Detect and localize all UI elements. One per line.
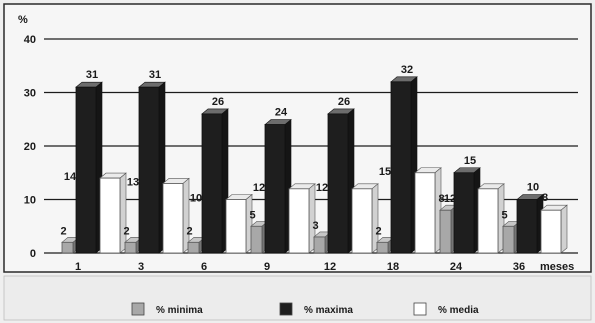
x-tick-label-1: 3 bbox=[138, 261, 144, 273]
value-label-minima-5: 2 bbox=[375, 225, 381, 237]
legend-frame bbox=[3, 275, 592, 321]
y-tick-label-0: 0 bbox=[30, 248, 36, 260]
bar-0-0 bbox=[61, 241, 74, 254]
value-label-media-1: 13 bbox=[127, 176, 139, 188]
value-label-maxima-0: 31 bbox=[86, 69, 98, 81]
value-label-maxima-7: 10 bbox=[527, 182, 539, 194]
bar-2-7 bbox=[540, 209, 562, 254]
value-label-maxima-2: 26 bbox=[212, 96, 224, 108]
bar-side-2-0 bbox=[119, 172, 127, 254]
y-tick-label-2: 20 bbox=[24, 141, 36, 153]
x-tick-label-2: 6 bbox=[201, 261, 207, 273]
x-tick-label-4: 12 bbox=[324, 261, 336, 273]
bar-0-5 bbox=[376, 241, 389, 254]
legend: % minima % maxima % media bbox=[131, 302, 479, 316]
bar-0-7 bbox=[502, 225, 515, 254]
bar-side-2-1 bbox=[182, 177, 190, 254]
bar-1-3 bbox=[264, 124, 286, 254]
legend-swatch-2 bbox=[413, 302, 427, 316]
bar-1-0 bbox=[75, 86, 97, 254]
bar-0-4 bbox=[313, 236, 326, 254]
y-tick-label-3: 30 bbox=[24, 88, 36, 100]
value-label-minima-3: 5 bbox=[249, 209, 255, 221]
legend-label-1: % maxima bbox=[304, 305, 353, 316]
value-label-minima-4: 3 bbox=[312, 220, 318, 232]
value-label-maxima-1: 31 bbox=[149, 69, 161, 81]
bar-2-6 bbox=[477, 188, 499, 254]
x-tick-labels: 1 3 6 9 12 18 24 36 bbox=[75, 261, 525, 273]
bar-0-3 bbox=[250, 225, 263, 254]
value-label-minima-2: 2 bbox=[186, 225, 192, 237]
x-tick-label-5: 18 bbox=[387, 261, 399, 273]
bar-1-6 bbox=[453, 172, 475, 254]
value-label-maxima-5: 32 bbox=[401, 64, 413, 76]
value-label-media-5: 15 bbox=[379, 166, 391, 178]
bar-2-3 bbox=[288, 188, 310, 254]
legend-label-0: % minima bbox=[156, 305, 203, 316]
value-label-maxima-4: 26 bbox=[338, 96, 350, 108]
value-label-minima-0: 2 bbox=[60, 225, 66, 237]
x-tick-label-3: 9 bbox=[264, 261, 270, 273]
value-label-media-7: 8 bbox=[542, 192, 548, 204]
value-label-maxima-3: 24 bbox=[275, 107, 288, 119]
bar-1-1 bbox=[138, 86, 160, 254]
y-axis-label: % bbox=[18, 14, 28, 26]
bar-2-0 bbox=[99, 177, 121, 254]
x-tick-label-0: 1 bbox=[75, 261, 81, 273]
x-axis-label: meses bbox=[540, 261, 574, 273]
value-label-minima-1: 2 bbox=[123, 225, 129, 237]
bar-2-1 bbox=[162, 183, 184, 254]
x-tick-label-6: 24 bbox=[450, 261, 463, 273]
y-tick-label-4: 40 bbox=[24, 34, 36, 46]
bar-0-6 bbox=[439, 209, 452, 254]
y-tick-labels: 0 10 20 30 40 bbox=[24, 34, 36, 260]
bar-0-2 bbox=[187, 241, 200, 254]
value-label-minima-7: 5 bbox=[501, 209, 507, 221]
bar-2-4 bbox=[351, 188, 373, 254]
bar-1-2 bbox=[201, 113, 223, 254]
legend-label-2: % media bbox=[438, 305, 479, 316]
y-tick-label-1: 10 bbox=[24, 195, 36, 207]
value-label-maxima-6: 15 bbox=[464, 155, 476, 167]
bar-2-2 bbox=[225, 199, 247, 254]
value-label-media-0: 14 bbox=[64, 171, 77, 183]
bar-0-1 bbox=[124, 241, 137, 254]
value-label-minima-6: 8 bbox=[438, 193, 444, 205]
value-label-media-3: 12 bbox=[253, 182, 265, 194]
bar-side-2-7 bbox=[560, 204, 568, 254]
bar-1-5 bbox=[390, 81, 412, 254]
bar-1-4 bbox=[327, 113, 349, 254]
legend-swatch-0 bbox=[131, 302, 145, 316]
value-label-media-4: 12 bbox=[316, 182, 328, 194]
legend-swatch-1 bbox=[279, 302, 293, 316]
x-tick-label-7: 36 bbox=[513, 261, 525, 273]
bar-1-7 bbox=[516, 199, 538, 254]
value-label-media-6: 12 bbox=[444, 193, 456, 205]
value-label-media-2: 10 bbox=[190, 193, 202, 205]
bar-2-5 bbox=[414, 172, 436, 254]
